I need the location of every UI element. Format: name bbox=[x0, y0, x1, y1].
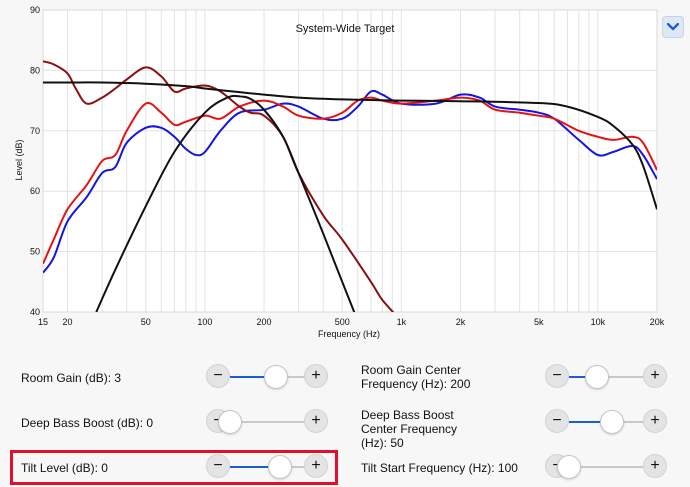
chart-ticks: 15 20 50 100 200 500 1k 2k 5k 10k 20k 40 50 60 70 80 90 bbox=[30, 5, 665, 327]
tilt-start-increase-button[interactable]: + bbox=[643, 454, 667, 478]
x-tick-label: 1k bbox=[397, 317, 407, 327]
deep-bass-center-thumb[interactable] bbox=[599, 410, 624, 434]
x-tick-label: 20 bbox=[63, 317, 73, 327]
room-gain-increase-button[interactable]: + bbox=[304, 364, 328, 388]
deep-bass-center-increase-button[interactable]: + bbox=[643, 409, 667, 433]
tilt-start-track[interactable] bbox=[557, 455, 643, 479]
series-line-5 bbox=[95, 94, 356, 312]
series-line-2 bbox=[43, 96, 657, 265]
room-gain-label: Room Gain (dB): 3 bbox=[21, 371, 122, 385]
room-gain-center-slider[interactable]: − + bbox=[545, 364, 667, 390]
room-gain-decrease-button[interactable]: − bbox=[206, 364, 230, 388]
chart-grid bbox=[42, 9, 658, 313]
room-gain-center-decrease-button[interactable]: − bbox=[545, 364, 569, 388]
y-tick-label: 60 bbox=[30, 186, 40, 196]
room-gain-center-fill bbox=[569, 376, 598, 378]
tilt-level-thumb[interactable] bbox=[268, 455, 293, 479]
deep-bass-boost-label: Deep Bass Boost (dB): 0 bbox=[21, 416, 154, 430]
series-line-4 bbox=[43, 81, 657, 210]
tilt-level-highlight bbox=[10, 450, 338, 485]
chart-series bbox=[43, 60, 657, 312]
room-gain-thumb[interactable] bbox=[263, 365, 288, 389]
deep-bass-center-fill bbox=[569, 421, 612, 423]
tilt-start-frequency-label: Tilt Start Frequency (Hz): 100 bbox=[361, 461, 518, 475]
x-tick-label: 2k bbox=[456, 317, 466, 327]
deep-bass-center-slider[interactable]: − + bbox=[545, 409, 667, 435]
tilt-level-decrease-button[interactable]: − bbox=[206, 454, 230, 478]
target-chart: 15 20 50 100 200 500 1k 2k 5k 10k 20k405060708090 … bbox=[14, 5, 665, 339]
x-tick-label: 500 bbox=[335, 317, 350, 327]
y-tick-label: 80 bbox=[30, 65, 40, 75]
deep-bass-boost-track[interactable] bbox=[218, 410, 304, 434]
tilt-level-label: Tilt Level (dB): 0 bbox=[21, 461, 108, 475]
y-tick-label: 50 bbox=[30, 247, 40, 257]
y-tick-label: 90 bbox=[30, 5, 40, 15]
y-axis-label: Level (dB) bbox=[14, 139, 24, 180]
plot-frame bbox=[42, 9, 658, 313]
x-tick-label: 15 bbox=[38, 317, 48, 327]
chevron-down-icon bbox=[667, 23, 679, 31]
room-gain-center-thumb[interactable] bbox=[585, 365, 610, 389]
x-tick-label: 200 bbox=[257, 317, 272, 327]
chart-title: System-Wide Target bbox=[296, 23, 395, 35]
room-gain-track[interactable] bbox=[230, 365, 304, 389]
tilt-level-fill bbox=[230, 466, 281, 468]
deep-bass-boost-slider[interactable]: − + bbox=[206, 409, 328, 435]
tilt-start-thumb[interactable] bbox=[557, 455, 581, 479]
x-tick-label: 20k bbox=[650, 317, 665, 327]
x-tick-label: 50 bbox=[141, 317, 151, 327]
deep-bass-boost-increase-button[interactable]: + bbox=[304, 409, 328, 433]
x-tick-label: 5k bbox=[534, 317, 544, 327]
x-tick-label: 10k bbox=[591, 317, 606, 327]
y-tick-label: 70 bbox=[30, 126, 40, 136]
room-gain-center-track[interactable] bbox=[569, 365, 643, 389]
y-tick-label: 40 bbox=[30, 307, 40, 317]
deep-bass-center-label: Deep Bass Boost Center Frequency (Hz): 5… bbox=[361, 408, 458, 450]
deep-bass-boost-thumb[interactable] bbox=[218, 410, 242, 434]
room-gain-center-increase-button[interactable]: + bbox=[643, 364, 667, 388]
tilt-start-frequency-slider[interactable]: − + bbox=[545, 454, 667, 480]
deep-bass-center-decrease-button[interactable]: − bbox=[545, 409, 569, 433]
x-tick-label: 100 bbox=[197, 317, 212, 327]
collapse-button[interactable] bbox=[662, 16, 684, 38]
deep-bass-center-track[interactable] bbox=[569, 410, 643, 434]
tilt-level-slider[interactable]: − + bbox=[206, 454, 328, 480]
tilt-level-increase-button[interactable]: + bbox=[304, 454, 328, 478]
tilt-level-track[interactable] bbox=[230, 455, 304, 479]
room-gain-slider[interactable]: − + bbox=[206, 364, 328, 390]
x-axis-label: Frequency (Hz) bbox=[318, 329, 380, 339]
plot-area bbox=[43, 10, 657, 312]
room-gain-center-label: Room Gain Center Frequency (Hz): 200 bbox=[361, 363, 471, 391]
room-gain-fill bbox=[230, 376, 276, 378]
